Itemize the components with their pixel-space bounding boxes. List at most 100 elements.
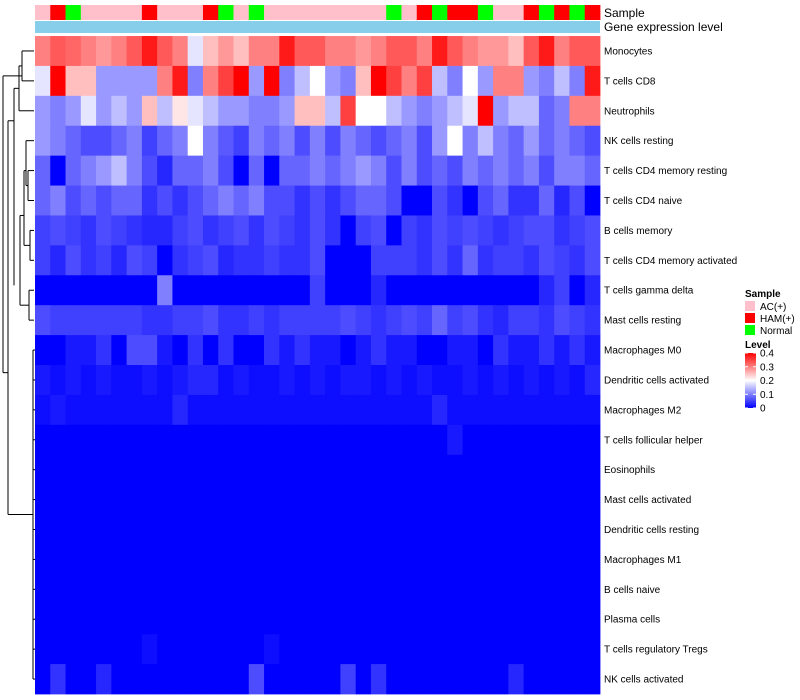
heatmap-cell <box>202 604 219 635</box>
heatmap-cell <box>96 634 112 665</box>
heatmap-cell <box>202 335 219 366</box>
heatmap-cell <box>325 155 341 186</box>
sample-annotation-cell <box>340 5 357 20</box>
heatmap-cell <box>584 36 601 67</box>
row-label: Dendritic cells resting <box>604 525 699 536</box>
heatmap-cell <box>279 514 295 545</box>
sample-annotation-cell <box>111 5 128 20</box>
heatmap-cell <box>477 95 494 127</box>
heatmap-cell <box>340 634 357 665</box>
row-label: Neutrophils <box>604 106 655 117</box>
heatmap-cell <box>65 125 82 157</box>
heatmap-cell <box>554 394 570 426</box>
heatmap-cell <box>172 574 189 605</box>
heatmap-cell <box>508 245 525 276</box>
heatmap-cell <box>279 155 295 186</box>
heatmap-cell <box>523 95 540 127</box>
sample-annotation-cell <box>248 5 265 20</box>
heatmap-cell <box>202 424 219 456</box>
heatmap-cell <box>279 574 295 605</box>
heatmap-cell <box>111 454 128 486</box>
heatmap-cell <box>80 155 97 186</box>
heatmap-cell <box>141 95 158 127</box>
heatmap-cell <box>340 664 357 695</box>
heatmap-cell <box>416 125 433 157</box>
heatmap-cell <box>325 394 341 426</box>
heatmap-cell <box>538 335 555 366</box>
level-tick-label: 0 <box>760 404 766 415</box>
heatmap-cell <box>294 454 311 486</box>
heatmap-cell <box>401 484 418 515</box>
heatmap-cell <box>584 215 601 246</box>
heatmap-cell <box>432 335 448 366</box>
heatmap-cell <box>416 634 433 665</box>
heatmap-cell <box>294 424 311 456</box>
heatmap-cell <box>584 394 601 426</box>
heatmap-cell <box>111 275 128 306</box>
heatmap-cell <box>538 36 555 67</box>
heatmap-cell <box>401 155 418 186</box>
heatmap-cell <box>50 215 66 246</box>
heatmap-cell <box>401 394 418 426</box>
heatmap-cell <box>432 245 448 276</box>
heatmap-cell <box>340 365 357 396</box>
heatmap-cell <box>340 125 357 157</box>
heatmap-cell <box>416 574 433 605</box>
heatmap-cell <box>493 215 509 246</box>
heatmap-cell <box>248 484 265 515</box>
heatmap-cell <box>538 394 555 426</box>
level-tick-label: 0.3 <box>760 362 774 373</box>
heatmap-cell <box>493 65 509 97</box>
sample-annotation-cell <box>325 5 341 20</box>
heatmap-cell <box>80 125 97 157</box>
heatmap-cell <box>187 245 204 276</box>
heatmap-cell <box>569 454 586 486</box>
heatmap-cell <box>157 245 173 276</box>
heatmap-cell <box>386 155 402 186</box>
heatmap-cell <box>340 185 357 216</box>
heatmap-cell <box>370 634 387 665</box>
heatmap-cell <box>370 424 387 456</box>
heatmap-cell <box>80 514 97 545</box>
heatmap-cell <box>111 514 128 545</box>
heatmap-cell <box>35 125 51 157</box>
heatmap-cell <box>493 155 509 186</box>
heatmap-cell <box>569 544 586 575</box>
heatmap-cell <box>218 275 234 306</box>
heatmap-cell <box>477 394 494 426</box>
heatmap-cell <box>569 424 586 456</box>
heatmap-cell <box>355 394 372 426</box>
heatmap-cell <box>554 275 570 306</box>
heatmap-cell <box>309 275 326 306</box>
heatmap-cell <box>157 454 173 486</box>
heatmap-cell <box>432 215 448 246</box>
heatmap-cell <box>355 185 372 216</box>
heatmap-cell <box>538 544 555 575</box>
heatmap-cell <box>355 275 372 306</box>
heatmap-cell <box>325 185 341 216</box>
heatmap-cell <box>96 514 112 545</box>
heatmap-cell <box>50 245 66 276</box>
heatmap-cell <box>569 215 586 246</box>
heatmap-cell <box>126 544 143 575</box>
heatmap-cell <box>111 484 128 515</box>
heatmap-cell <box>340 275 357 306</box>
heatmap-cell <box>126 484 143 515</box>
heatmap-cell <box>279 125 295 157</box>
heatmap-cell <box>50 155 66 186</box>
heatmap-cell <box>294 215 311 246</box>
heatmap-cell <box>96 424 112 456</box>
heatmap-cell <box>477 65 494 97</box>
heatmap-cell <box>50 305 66 336</box>
heatmap-cell <box>508 424 525 456</box>
heatmap-cell <box>432 155 448 186</box>
heatmap-cell <box>370 65 387 97</box>
heatmap-cell <box>401 185 418 216</box>
heatmap-cell <box>447 275 463 306</box>
heatmap-cell <box>233 664 250 695</box>
heatmap-cell <box>96 155 112 186</box>
heatmap-cell <box>523 604 540 635</box>
heatmap-cell <box>447 215 463 246</box>
heatmap-cell <box>279 544 295 575</box>
heatmap-cell <box>325 36 341 67</box>
